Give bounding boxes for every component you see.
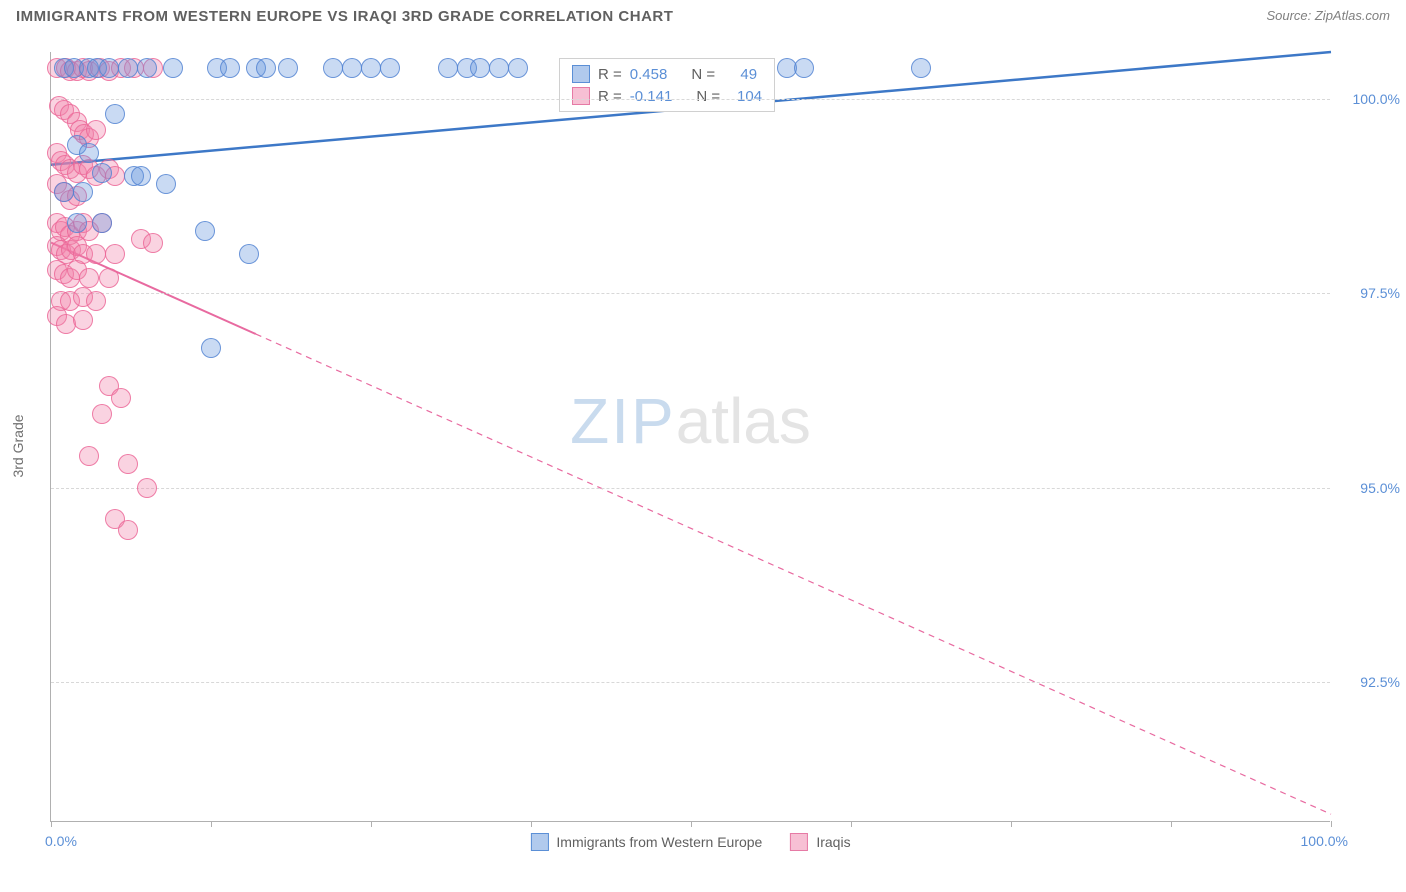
data-point — [380, 58, 400, 78]
watermark: ZIPatlas — [570, 384, 811, 458]
swatch-pink — [572, 87, 590, 105]
gridline — [51, 488, 1330, 489]
data-point — [438, 58, 458, 78]
data-point — [92, 163, 112, 183]
swatch-blue — [530, 833, 548, 851]
gridline — [51, 682, 1330, 683]
data-point — [195, 221, 215, 241]
data-point — [361, 58, 381, 78]
data-point — [105, 244, 125, 264]
data-point — [111, 388, 131, 408]
legend-label-pink: Iraqis — [816, 834, 850, 850]
data-point — [239, 244, 259, 264]
legend-item-pink: Iraqis — [790, 833, 850, 851]
source-name: ZipAtlas.com — [1315, 8, 1390, 23]
data-point — [73, 182, 93, 202]
x-axis-max-label: 100.0% — [1301, 833, 1348, 849]
data-point — [92, 213, 112, 233]
x-tick — [851, 821, 852, 827]
data-point — [86, 244, 106, 264]
x-tick — [51, 821, 52, 827]
source-attribution: Source: ZipAtlas.com — [1266, 8, 1390, 23]
scatter-plot: ZIPatlas R = 0.458 N = 49 R = -0.141 N =… — [50, 52, 1330, 822]
y-tick-label: 95.0% — [1340, 480, 1400, 496]
gridline — [51, 99, 1330, 100]
series-legend: Immigrants from Western Europe Iraqis — [530, 833, 850, 851]
y-axis-label: 3rd Grade — [10, 414, 26, 477]
header: IMMIGRANTS FROM WESTERN EUROPE VS IRAQI … — [0, 0, 1406, 40]
n-value-blue: 49 — [723, 66, 757, 83]
legend-row-blue: R = 0.458 N = 49 — [572, 65, 762, 83]
x-tick — [1011, 821, 1012, 827]
data-point — [256, 58, 276, 78]
data-point — [79, 268, 99, 288]
data-point — [99, 58, 119, 78]
y-tick-label: 92.5% — [1340, 674, 1400, 690]
trendlines-svg — [51, 52, 1331, 822]
data-point — [143, 233, 163, 253]
data-point — [99, 268, 119, 288]
data-point — [156, 174, 176, 194]
data-point — [342, 58, 362, 78]
data-point — [163, 58, 183, 78]
data-point — [220, 58, 240, 78]
legend-label-blue: Immigrants from Western Europe — [556, 834, 762, 850]
data-point — [67, 213, 87, 233]
x-tick — [531, 821, 532, 827]
data-point — [86, 291, 106, 311]
n-label: N = — [696, 88, 720, 105]
data-point — [92, 404, 112, 424]
data-point — [118, 58, 138, 78]
n-value-pink: 104 — [728, 88, 762, 105]
r-value-pink: -0.141 — [630, 88, 673, 105]
r-label: R = — [598, 66, 622, 83]
swatch-blue — [572, 65, 590, 83]
data-point — [73, 310, 93, 330]
r-label: R = — [598, 88, 622, 105]
data-point — [794, 58, 814, 78]
swatch-pink — [790, 833, 808, 851]
correlation-legend: R = 0.458 N = 49 R = -0.141 N = 104 — [559, 58, 775, 112]
data-point — [201, 338, 221, 358]
legend-item-blue: Immigrants from Western Europe — [530, 833, 762, 851]
data-point — [79, 446, 99, 466]
watermark-part1: ZIP — [570, 385, 676, 457]
data-point — [911, 58, 931, 78]
x-axis-min-label: 0.0% — [45, 833, 77, 849]
data-point — [131, 166, 151, 186]
data-point — [470, 58, 490, 78]
n-label: N = — [691, 66, 715, 83]
y-tick-label: 97.5% — [1340, 285, 1400, 301]
data-point — [79, 143, 99, 163]
r-value-blue: 0.458 — [630, 66, 668, 83]
data-point — [54, 182, 74, 202]
chart-title: IMMIGRANTS FROM WESTERN EUROPE VS IRAQI … — [16, 8, 673, 25]
data-point — [137, 478, 157, 498]
x-tick — [211, 821, 212, 827]
watermark-part2: atlas — [676, 385, 811, 457]
x-tick — [691, 821, 692, 827]
source-prefix: Source: — [1266, 8, 1314, 23]
data-point — [118, 520, 138, 540]
data-point — [278, 58, 298, 78]
data-point — [508, 58, 528, 78]
data-point — [137, 58, 157, 78]
data-point — [323, 58, 343, 78]
data-point — [489, 58, 509, 78]
x-tick — [371, 821, 372, 827]
data-point — [105, 104, 125, 124]
data-point — [118, 454, 138, 474]
legend-row-pink: R = -0.141 N = 104 — [572, 87, 762, 105]
x-tick — [1171, 821, 1172, 827]
gridline — [51, 293, 1330, 294]
y-tick-label: 100.0% — [1340, 91, 1400, 107]
data-point — [86, 120, 106, 140]
x-tick — [1331, 821, 1332, 827]
